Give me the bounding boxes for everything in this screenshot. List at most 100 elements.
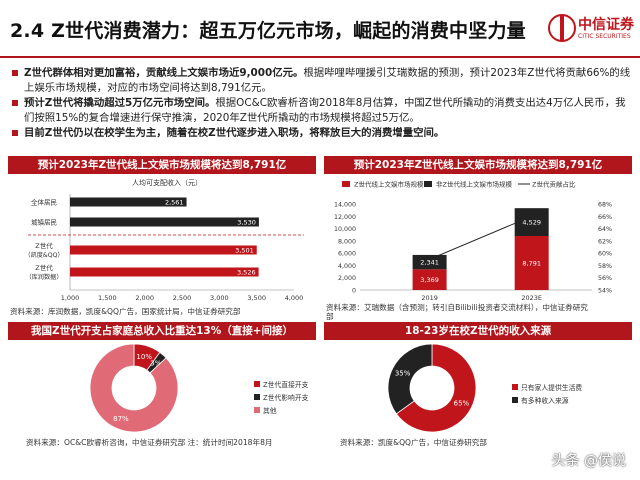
- x-tick-label: 3,000: [210, 294, 229, 302]
- income-bar-chart: 人均可支配收入（元） 1,000 1,500 2,000 2,500 3,000 3,500…: [24, 178, 304, 302]
- bar: [70, 267, 259, 277]
- bar-z-generation: [412, 269, 447, 290]
- slice-label: 3%: [150, 360, 161, 368]
- y2-tick-label: 56%: [598, 275, 612, 282]
- category-label-sub: （库润数据）: [25, 273, 62, 281]
- y-tick-label: 10,000: [334, 226, 356, 233]
- panel-1-title: 预计2023年Z世代线上文娱市场规模将达到8,791亿: [8, 156, 316, 174]
- legend-label: 其他: [263, 406, 277, 415]
- y-tick-label: 6,000: [338, 251, 356, 258]
- spending-share-donut: 10% Z世代直接开支 3% Z世代影响开支 87% 其他: [89, 343, 309, 433]
- watermark: 头条 @侯说: [551, 453, 626, 469]
- slice-label: 10%: [136, 353, 152, 361]
- header-divider: [0, 56, 640, 58]
- bullet-item: 预计Z世代将撬动超过5万亿元市场空间。根据OC&C欧睿析咨询2018年8月估算，…: [10, 96, 634, 125]
- source-note-1: 资料来源：库润数据，凯度&QQ广告，国家统计局，中信证券研究部: [10, 307, 241, 316]
- x-tick-label: 2023E: [521, 294, 542, 302]
- source-note-3: 资料来源：OC&C欧睿析咨询，中信证券研究部 注：统计时间2018年8月: [26, 438, 273, 447]
- bar-value-label: 8,791: [522, 259, 541, 267]
- donut-slice: [395, 343, 477, 433]
- legend-label: Z世代线上文娱市场规模: [354, 180, 424, 189]
- legend-label: Z世代贡献占比: [532, 180, 576, 189]
- y-tick-label: 8,000: [338, 238, 356, 245]
- source-note-2: 资料来源：艾瑞数据（含预测；转引自Bilibili投资者交流材料），中信证券研究: [326, 303, 588, 312]
- x-tick-label: 2019: [421, 294, 438, 302]
- legend-swatch: [424, 181, 432, 187]
- legend-swatch: [512, 397, 518, 403]
- slice-label: 65%: [454, 399, 470, 407]
- legend-swatch: [342, 181, 350, 187]
- donut-slice: [89, 343, 179, 433]
- citic-logo: 中信证券 CITIC SECURITIES: [548, 12, 634, 52]
- x-tick-label: 4,000: [285, 294, 304, 302]
- category-label: Z世代: [35, 263, 53, 272]
- x-tick-label: 3,500: [247, 294, 266, 302]
- bar: [70, 197, 187, 207]
- y2-tick-label: 60%: [598, 251, 612, 258]
- bar-value-label: 3,369: [420, 276, 439, 284]
- x-tick-label: 2,000: [135, 294, 154, 302]
- bullet-text: 根据OC&C欧睿析咨询2018年8月估算，中国Z世代所撬动的消费支出达4万亿人民…: [24, 97, 626, 124]
- legend-label: 只有家人提供生活费: [521, 383, 582, 392]
- bar: [70, 245, 257, 255]
- y2-tick-label: 66%: [598, 214, 612, 221]
- citic-logo-icon: [548, 14, 576, 42]
- panel-2-title: 预计2023年Z世代线上文娱市场规模将达到8,791亿: [324, 156, 632, 174]
- logo-en-text: CITIC SECURITIES: [578, 33, 631, 40]
- y-tick-label: 4,000: [338, 263, 356, 270]
- category-label: 全体居民: [31, 198, 57, 207]
- legend-label: Z世代影响开支: [263, 393, 309, 402]
- logo-cn-text: 中信证券: [578, 17, 634, 33]
- legend-label: 有多种收入来源: [521, 396, 569, 405]
- y-tick-label: 14,000: [334, 202, 356, 209]
- x-tick-label: 1,500: [98, 294, 117, 302]
- panel-4-title: 18-23岁在校Z世代的收入来源: [324, 322, 632, 340]
- legend-swatch: [254, 407, 260, 413]
- donut-slice: [387, 343, 433, 415]
- bar: [70, 217, 259, 227]
- bullet-text: 根据哔哩哔哩援引艾瑞数据的预测，预计2023年Z世代将贡献66%的线上娱乐市场规…: [24, 67, 631, 94]
- market-size-chart: Z世代线上文娱市场规模 非Z世代线上文娱市场规模 Z世代贡献占比 0 2,000 4,00…: [334, 180, 612, 303]
- y-tick-label: 0: [352, 288, 356, 295]
- slice-label: 87%: [113, 415, 129, 423]
- x-tick-label: 2,500: [173, 294, 192, 302]
- legend-label: Z世代直接开支: [263, 380, 309, 389]
- y2-tick-label: 62%: [598, 238, 612, 245]
- bar-z-generation: [514, 235, 549, 290]
- bar-value-label: 3,526: [237, 269, 256, 277]
- slice-label: 35%: [395, 370, 411, 378]
- y2-tick-label: 58%: [598, 263, 612, 270]
- bullet-bold-text: Z世代群体相对更加富裕，贡献线上文娱市场近9,000亿元。: [24, 67, 304, 79]
- bullet-item: Z世代群体相对更加富裕，贡献线上文娱市场近9,000亿元。根据哔哩哔哩援引艾瑞数…: [10, 66, 634, 95]
- source-note-4: 资料来源：凯度&QQ广告，中信证券研究部: [340, 438, 487, 447]
- y2-tick-label: 54%: [598, 288, 612, 295]
- legend-swatch: [254, 394, 260, 400]
- bar-value-label: 4,529: [522, 219, 541, 227]
- share-line: [429, 215, 532, 260]
- bullet-item: 目前Z世代仍以在校学生为主，随着在校Z世代逐步进入职场，将释放巨大的消费增量空间…: [10, 126, 634, 141]
- y2-tick-label: 64%: [598, 226, 612, 233]
- bullet-list: Z世代群体相对更加富裕，贡献线上文娱市场近9,000亿元。根据哔哩哔哩援引艾瑞数…: [10, 66, 634, 142]
- bar-non-z-generation: [412, 254, 447, 270]
- legend-label: 非Z世代线上文娱市场规模: [436, 180, 512, 189]
- legend-swatch: [254, 381, 260, 387]
- bar-value-label: 2,561: [165, 199, 184, 207]
- chart-title: 人均可支配收入（元）: [132, 178, 202, 187]
- y-tick-label: 2,000: [338, 275, 356, 282]
- page-title: 2.4 Z世代消费潜力：超五万亿元市场，崛起的消费中坚力量: [10, 20, 526, 42]
- y-tick-label: 12,000: [334, 214, 356, 221]
- legend-swatch: [512, 384, 518, 390]
- y2-tick-label: 68%: [598, 202, 612, 209]
- category-label-sub: （凯度&QQ）: [24, 251, 63, 259]
- bullet-bold-text: 目前Z世代仍以在校学生为主，随着在校Z世代逐步进入职场，将释放巨大的消费增量空间…: [24, 127, 445, 139]
- category-label: Z世代: [35, 241, 53, 250]
- bullet-bold-text: 预计Z世代将撬动超过5万亿元市场空间。: [24, 97, 216, 109]
- income-source-donut: 65% 只有家人提供生活费 35% 有多种收入来源: [387, 343, 582, 433]
- bar-value-label: 2,341: [420, 259, 439, 267]
- source-note-2b: 部: [326, 312, 334, 321]
- bar-value-label: 3,501: [235, 247, 254, 255]
- bar-value-label: 3,530: [237, 219, 256, 227]
- x-tick-label: 1,000: [61, 294, 80, 302]
- bar-non-z-generation: [514, 208, 549, 236]
- panel-3-title: 我国Z世代开支占家庭总收入比重达13%（直接+间接）: [8, 322, 316, 340]
